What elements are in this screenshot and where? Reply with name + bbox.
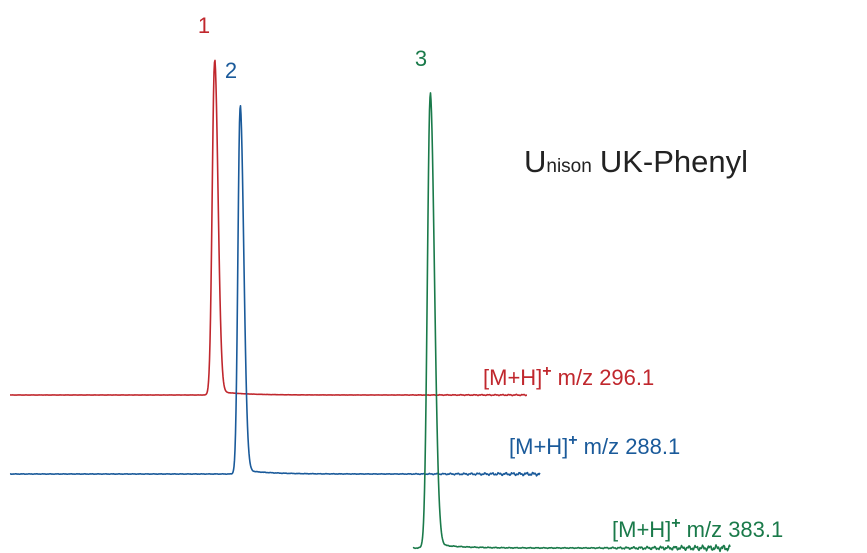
brand-rest: nison bbox=[546, 156, 591, 177]
charge-3: + bbox=[671, 515, 680, 532]
product-name: UK-Phenyl bbox=[600, 144, 748, 179]
trace-2 bbox=[9, 104, 541, 477]
mass-label-2: [M+H]+ m/z 288.1 bbox=[509, 432, 680, 459]
peak-label-1: 1 bbox=[198, 13, 210, 38]
mz-text-3: m/z 383.1 bbox=[687, 517, 784, 542]
mass-label-3: [M+H]+ m/z 383.1 bbox=[612, 515, 783, 542]
peak-label-2: 2 bbox=[225, 58, 237, 83]
product-title: Unison UK-Phenyl bbox=[524, 144, 748, 179]
mz-text-2: m/z 288.1 bbox=[584, 434, 681, 459]
trace-3 bbox=[412, 92, 731, 553]
charge-1: + bbox=[542, 363, 551, 380]
peak-label-3: 3 bbox=[415, 46, 427, 71]
charge-2: + bbox=[568, 432, 577, 449]
brand-big-u: U bbox=[524, 144, 546, 179]
mz-text-1: m/z 296.1 bbox=[558, 365, 655, 390]
mass-label-1: [M+H]+ m/z 296.1 bbox=[483, 363, 654, 390]
ion-prefix-1: [M+H] bbox=[483, 365, 542, 390]
ion-prefix-3: [M+H] bbox=[612, 517, 671, 542]
trace-1 bbox=[9, 59, 528, 397]
ion-prefix-2: [M+H] bbox=[509, 434, 568, 459]
